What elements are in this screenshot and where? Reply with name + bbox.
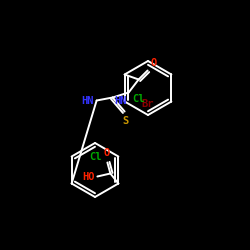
Text: O: O — [103, 148, 110, 158]
Text: HN: HN — [114, 96, 126, 106]
Text: Cl: Cl — [89, 152, 101, 162]
Text: O: O — [150, 58, 157, 68]
Text: HN: HN — [81, 96, 94, 106]
Text: Br: Br — [142, 99, 154, 109]
Text: S: S — [122, 116, 129, 126]
Text: Cl: Cl — [132, 94, 145, 104]
Text: HO: HO — [82, 172, 94, 181]
